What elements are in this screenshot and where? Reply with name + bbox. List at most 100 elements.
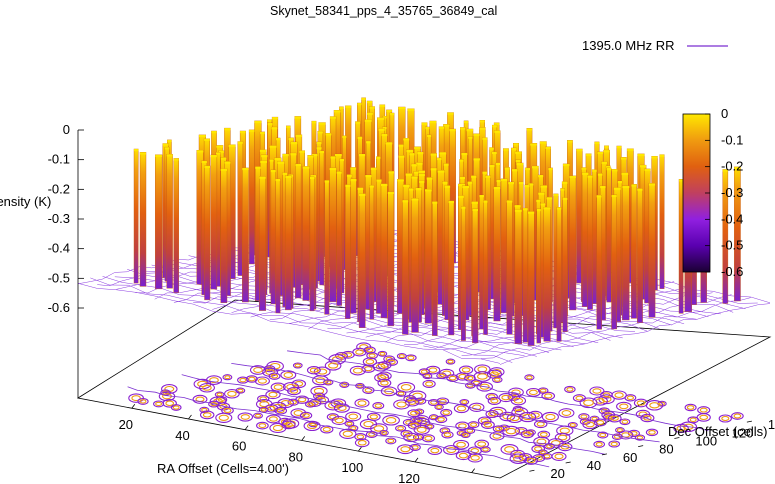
contour-ring-inner [561,410,572,416]
contour-ring-inner [554,453,564,460]
surface-spike [270,169,276,305]
contour-ring-inner [699,414,709,421]
z-tick-label: -0.5 [48,270,70,285]
contour-ring-inner [458,373,467,380]
contour-ring-inner [396,401,407,408]
spike-peak [417,152,424,155]
surface-spike [369,185,375,320]
x-tick-mark [358,446,362,452]
contour-ring-outer [303,420,321,432]
contour-ring-inner [202,384,212,391]
contour-ring-inner [227,390,237,397]
spike-peak [525,167,530,171]
surface-spike [336,171,343,306]
surface-spike [210,154,218,290]
contour-ring-inner [505,427,517,435]
spike-peak [493,186,501,190]
spike-peak [366,141,371,144]
spike-peak [466,129,473,132]
spike-peak [376,179,382,182]
contour-ring-inner [470,422,478,427]
contour-ring-inner [616,428,623,433]
spike-peak [515,159,521,163]
spike-peak [471,175,477,178]
contour-ring-inner [442,410,450,415]
surface-spike [285,175,292,311]
spike-peak [444,185,451,188]
x-tick-mark [414,457,419,463]
contour-ring-inner [258,423,267,429]
surface-spike [166,153,173,289]
spike-peak [407,108,415,111]
contour-ring-outer [414,397,427,405]
spike-peak [286,125,291,129]
spike-peak [365,175,372,178]
y-axis-ticks: 20 40 60 80 100 120 140 [529,417,775,481]
spike-peak [376,156,381,159]
spike-peak [334,110,341,113]
contour-ring-inner [272,424,283,432]
y-tick-label: 120 [732,425,754,440]
surface-spike [631,184,637,319]
spike-peak [224,161,231,164]
contour-ring-inner [202,412,212,418]
spike-peak [576,149,583,152]
contour-ring-outer [640,413,655,423]
contour-ring-inner [334,417,344,424]
y-tick-label: 80 [659,442,673,457]
spike-peak [532,166,539,169]
spike-peak [318,122,326,125]
contour-ring-inner [472,404,482,411]
spike-peak [255,166,261,169]
base-plane-outline [76,299,772,479]
contour-ring-inner [379,351,386,356]
surface-spike [536,208,541,344]
spike-peak [461,206,466,209]
contour-ring-inner [223,408,232,413]
contour-ring-outer [254,376,270,386]
contour-ring-outer [564,385,576,393]
spike-peak [425,127,430,130]
spike-peak [600,185,606,189]
spike-peak [611,169,618,172]
contour-ring-outer [532,454,546,463]
y-tick-mark [565,461,571,464]
spike-peak [473,158,480,161]
contour-ring-inner [224,375,231,380]
contour-ring-inner [400,446,411,453]
spike-peak [523,208,528,211]
contour-ring-inner [297,397,307,403]
contour-ring-inner [456,441,466,448]
x-tick-label: 40 [175,428,189,443]
spike-peak [224,128,231,131]
spike-peak [204,165,210,168]
colorbar-tick-label: -0.4 [721,211,743,226]
spike-peak [640,165,647,168]
contour-ring-outer [443,445,460,455]
contour-ring-inner [462,433,469,437]
spike-peak [204,138,210,141]
contour-ring-inner [544,393,553,399]
spike-peak [587,175,593,178]
contour-ring-inner [610,415,619,421]
contour-ring-outer [199,383,215,393]
x-tick-label: 60 [232,439,246,454]
contour-ring-inner [375,363,386,370]
y-tick-label: 20 [550,466,564,481]
contour-ring-inner [610,441,618,447]
spike-peak [546,197,553,200]
spike-peak [513,143,519,146]
spike-peak [302,166,310,169]
spike-peak [459,176,465,179]
x-tick-mark [244,425,249,430]
spike-peak [259,176,266,179]
surface-spike [204,165,211,301]
spike-peak [471,201,478,204]
spike-peak [536,209,541,212]
contour-ring-outer [427,446,443,456]
spike-peak [261,155,268,158]
contour-ring-outer [487,396,502,405]
contour-ring-outer [324,360,342,371]
contour-ring-inner [209,377,219,384]
